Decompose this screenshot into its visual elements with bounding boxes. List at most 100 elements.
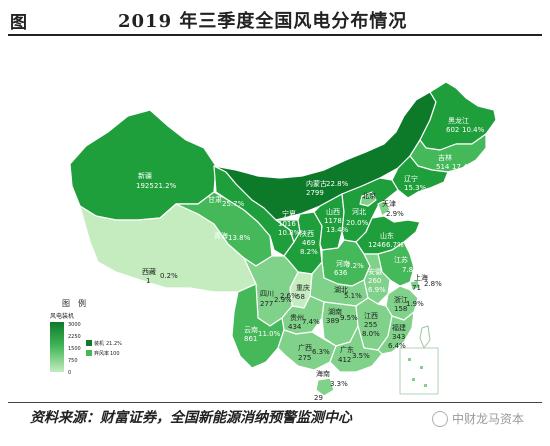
curtailment-xizang: 0.2% xyxy=(160,272,178,280)
province-labels: 黑龙江 602 10.4% 吉林 514 17.4% 辽宁 15.3% 内蒙古 … xyxy=(136,116,485,242)
label-hainan: 海南 xyxy=(316,369,330,378)
curtailment-yunnan: 11.0% xyxy=(258,330,281,338)
south-sea-islands xyxy=(408,358,427,387)
curtailment-chongqing: 2.6% xyxy=(280,292,298,300)
label-neimenggu: 内蒙古 xyxy=(306,179,327,188)
region-qinghai[interactable] xyxy=(175,191,273,267)
capacity-shaanxi: 469 xyxy=(302,239,315,247)
label-beijing: 北京 xyxy=(362,191,376,200)
south-sea-inset xyxy=(399,347,439,395)
legend-subtitle: 风电装机 xyxy=(50,312,74,320)
curtailment-jiangxi: 8.0% xyxy=(362,330,380,338)
curtailment-guangxi: 6.3% xyxy=(312,348,330,356)
curtailment-guangdong: 3.5% xyxy=(352,352,370,360)
capacity-jilin: 514 xyxy=(436,163,450,171)
curtailment-hubei: 5.1% xyxy=(344,292,362,300)
region-beijing[interactable] xyxy=(359,191,377,207)
china-wind-map: 黑龙江 602 10.4% 吉林 514 17.4% 辽宁 15.3% 内蒙古 … xyxy=(50,81,497,402)
capacity-xizang: 1 xyxy=(146,277,150,285)
legend-entry1-value: 21.2% xyxy=(106,341,122,347)
label-zhejiang: 浙江 xyxy=(394,295,408,304)
capacity-neimenggu: 2799 xyxy=(306,189,324,197)
label-gansu: 甘肃 xyxy=(208,195,222,204)
curtailment-neimenggu: 22.8% xyxy=(326,180,349,188)
watermark-text: 中财龙马资本 xyxy=(452,412,525,426)
figure-title: 2019 年三季度全国风电分布情况 xyxy=(118,11,408,32)
label-guangdong: 广东 xyxy=(340,345,354,354)
province-labels-east: 北京 天津 2.9% 上海 71 2.8% 浙江 158 1.9% 湖北 5.1… xyxy=(260,191,442,402)
capacity-heilongjiang: 602 xyxy=(446,126,459,134)
label-hebei: 河北 xyxy=(352,208,366,216)
capacity-yunnan: 861 xyxy=(244,335,257,343)
curtailment-shaanxi: 8.2% xyxy=(300,248,318,256)
capacity-hunan: 389 xyxy=(326,317,339,325)
capacity-anhui: 260 xyxy=(368,277,381,285)
curtailment-hunan: 9.5% xyxy=(340,314,358,322)
label-shanxi: 山西 xyxy=(326,207,340,216)
legend: 图 例 风电装机 3000 2250 1500 750 0 装机 21.2% 弃… xyxy=(50,298,122,376)
label-jilin: 吉林 xyxy=(438,153,452,162)
label-jiangsu: 江苏 xyxy=(394,255,408,264)
legend-tick-2: 1500 xyxy=(68,346,81,352)
region-hainan[interactable] xyxy=(315,377,335,397)
legend-entry2-swatch xyxy=(86,350,92,356)
curtailment-jiangsu: 7.8% xyxy=(402,266,420,274)
curtailment-xinjiang: 21.2% xyxy=(154,182,177,190)
capacity-ningxia: 1016 xyxy=(278,220,296,228)
legend-entry1-swatch xyxy=(86,340,92,346)
curtailment-shanxi: 13.4% xyxy=(326,226,349,234)
label-hunan: 湖南 xyxy=(328,307,342,316)
capacity-xinjiang: 1925 xyxy=(136,182,154,190)
label-heilongjiang: 黑龙江 xyxy=(448,116,469,125)
legend-color-ramp xyxy=(50,322,64,372)
label-tianjin: 天津 xyxy=(382,200,396,208)
curtailment-anhui: 6.9% xyxy=(368,286,386,294)
label-shanghai: 上海 xyxy=(414,273,428,282)
label-fujian: 福建 xyxy=(392,323,406,332)
label-qinghai: 青海 xyxy=(214,231,228,240)
label-yunnan: 云南 xyxy=(244,325,258,334)
region-taiwan xyxy=(419,325,431,349)
bottom-rule xyxy=(8,402,542,403)
region-guangdong[interactable] xyxy=(329,325,383,373)
curtailment-fujian: 6.4% xyxy=(388,342,406,350)
label-hubei: 湖北 xyxy=(334,285,348,294)
capacity-henan: 636 xyxy=(334,269,348,277)
legend-tick-4: 0 xyxy=(68,370,71,376)
legend-tick-3: 750 xyxy=(68,358,78,364)
curtailment-guizhou: 7.4% xyxy=(302,318,320,326)
label-jiangxi: 江西 xyxy=(364,312,378,320)
province-labels-dark: 西藏 1 0.2% xyxy=(142,267,178,285)
region-hebei[interactable] xyxy=(341,177,399,243)
legend-tick-0: 3000 xyxy=(68,322,81,328)
curtailment-heilongjiang: 10.4% xyxy=(462,126,485,134)
curtailment-liaoning: 15.3% xyxy=(404,184,427,192)
capacity-zhejiang: 158 xyxy=(394,305,407,313)
curtailment-hebei: 20.0% xyxy=(346,219,369,227)
capacity-chongqing: 58 xyxy=(296,293,305,301)
capacity-shandong: 1246 xyxy=(368,241,386,249)
legend-tick-1: 2250 xyxy=(68,334,81,340)
capacity-fujian: 343 xyxy=(392,333,405,341)
curtailment-ningxia: 10.8% xyxy=(278,229,301,237)
curtailment-tianjin: 2.9% xyxy=(386,210,404,218)
curtailment-sichuan: 2.9% xyxy=(274,296,292,304)
curtailment-zhejiang: 1.9% xyxy=(406,300,424,308)
label-shandong: 山东 xyxy=(380,231,394,240)
region-tianjin[interactable] xyxy=(377,199,391,217)
curtailment-gansu: 25.7% xyxy=(222,200,245,208)
label-anhui: 安徽 xyxy=(368,267,382,276)
curtailment-qinghai: 13.8% xyxy=(228,234,251,242)
region-anhui[interactable] xyxy=(363,253,391,305)
region-fujian[interactable] xyxy=(377,311,415,355)
label-liaoning: 辽宁 xyxy=(404,174,418,183)
map-container: 黑龙江 602 10.4% 吉林 514 17.4% 辽宁 15.3% 内蒙古 … xyxy=(0,36,550,402)
capacity-guangxi: 275 xyxy=(298,354,311,362)
capacity-guangdong: 412 xyxy=(338,356,351,364)
label-xinjiang: 新疆 xyxy=(138,171,152,180)
curtailment-hainan: 3.3% xyxy=(330,380,348,388)
region-shanghai[interactable] xyxy=(409,279,421,291)
label-sichuan: 四川 xyxy=(260,290,274,298)
label-guizhou: 贵州 xyxy=(290,313,304,322)
capacity-jiangxi: 255 xyxy=(364,321,377,329)
